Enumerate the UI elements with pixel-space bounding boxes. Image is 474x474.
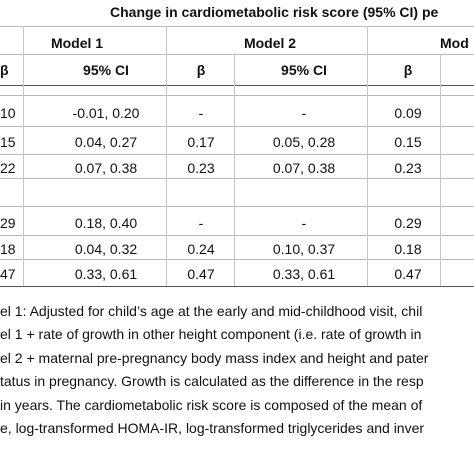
- model-divider: [166, 26, 167, 286]
- beta-cell: 0.23: [394, 160, 422, 176]
- ci-cell: 0.18, 0.40: [74, 215, 138, 231]
- ci-cell: 0.33, 0.61: [74, 266, 138, 282]
- col-header-ci-2: 95% CI: [281, 62, 327, 78]
- model-1-header: Model 1: [50, 35, 104, 51]
- group-2-label-row-divider: [0, 206, 474, 207]
- column-divider: [23, 26, 24, 286]
- beta-cell: 10: [0, 105, 16, 121]
- ci-cell: -: [301, 215, 307, 231]
- beta-cell: 47: [0, 266, 16, 282]
- table-title: Change in cardiometabolic risk score (95…: [110, 4, 439, 20]
- beta-cell: 0.47: [187, 266, 215, 282]
- beta-cell: 0.23: [187, 160, 215, 176]
- model-divider: [367, 26, 368, 286]
- beta-cell: 0.29: [394, 215, 422, 231]
- column-divider: [234, 54, 235, 286]
- row-divider: [0, 154, 474, 155]
- beta-cell: 22: [0, 160, 16, 176]
- model-2-header: Model 2: [243, 35, 297, 51]
- ci-cell: 0.07, 0.38: [74, 160, 138, 176]
- footnote-line: e, log-transformed HOMA-IR, log-transfor…: [0, 420, 425, 436]
- beta-cell: -: [198, 215, 204, 231]
- ci-cell: 0.05, 0.28: [272, 134, 336, 150]
- footnote-line: in years. The cardiometabolic risk score…: [0, 397, 423, 413]
- footnote-line: el 2 + maternal pre-pregnancy body mass …: [0, 350, 429, 366]
- col-header-beta-2: β: [196, 62, 206, 78]
- beta-cell: 15: [0, 134, 16, 150]
- ci-cell: 0.10, 0.37: [272, 241, 336, 257]
- title-divider: [0, 26, 474, 27]
- beta-cell: 0.15: [394, 134, 422, 150]
- row-divider: [0, 178, 474, 179]
- beta-cell: 0.47: [394, 266, 422, 282]
- beta-cell: 18: [0, 241, 16, 257]
- beta-cell: -: [198, 105, 204, 121]
- ci-cell: 0.04, 0.32: [74, 241, 138, 257]
- column-divider: [440, 54, 441, 286]
- ci-cell: -: [301, 105, 307, 121]
- row-divider: [0, 259, 474, 260]
- ci-cell: 0.07, 0.38: [272, 160, 336, 176]
- ci-cell: 0.04, 0.27: [74, 134, 138, 150]
- beta-cell: 0.09: [394, 105, 422, 121]
- ci-cell: -0.01, 0.20: [72, 105, 140, 121]
- ci-cell: 0.33, 0.61: [272, 266, 336, 282]
- col-header-beta-1: β: [0, 62, 9, 78]
- group-1-label-row-divider: [0, 95, 474, 96]
- column-header-divider: [0, 85, 474, 86]
- table-bottom-border: [0, 286, 474, 287]
- model-header-divider: [0, 54, 474, 55]
- row-divider: [0, 126, 474, 127]
- beta-cell: 0.17: [187, 134, 215, 150]
- col-header-ci-1: 95% CI: [83, 62, 129, 78]
- beta-cell: 0.18: [394, 241, 422, 257]
- model-3-header: Mod: [440, 35, 469, 51]
- beta-cell: 0.24: [187, 241, 215, 257]
- footnote-line: el 1 + rate of growth in other height co…: [0, 326, 422, 342]
- row-divider: [0, 235, 474, 236]
- footnote-line: el 1: Adjusted for child’s age at the ea…: [0, 303, 423, 319]
- col-header-beta-3: β: [403, 62, 413, 78]
- footnote-line: tatus in pregnancy. Growth is calculated…: [0, 373, 424, 389]
- beta-cell: 29: [0, 215, 16, 231]
